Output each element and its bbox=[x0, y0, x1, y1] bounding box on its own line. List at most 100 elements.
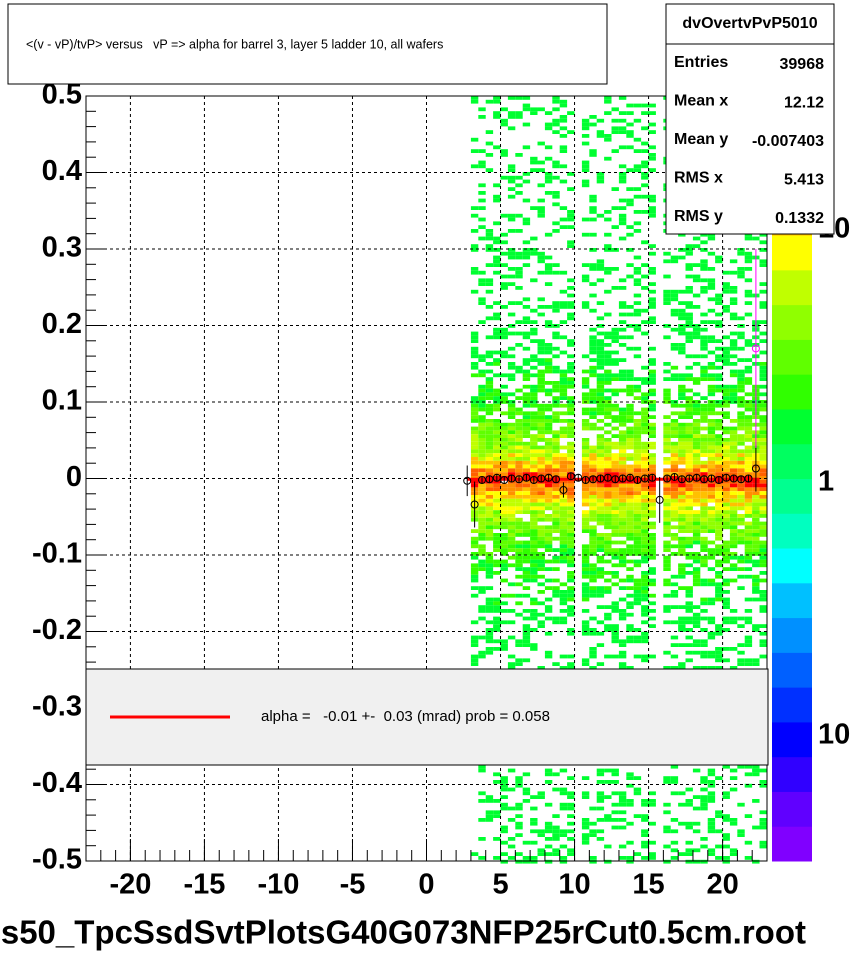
hist-cell bbox=[581, 118, 590, 123]
palette-cell bbox=[772, 478, 812, 514]
hist-cell bbox=[641, 521, 649, 526]
hist-cell bbox=[678, 392, 686, 397]
hist-cell bbox=[744, 552, 753, 556]
hist-cell bbox=[500, 787, 508, 792]
hist-cell bbox=[611, 628, 619, 632]
hist-cell bbox=[618, 612, 627, 617]
hist-cell bbox=[670, 544, 679, 549]
hist-cell bbox=[633, 654, 642, 659]
hist-cell bbox=[596, 806, 605, 811]
hist-cell bbox=[752, 506, 760, 511]
hist-cell bbox=[663, 251, 671, 256]
hist-cell bbox=[715, 514, 723, 518]
hist-cell bbox=[729, 472, 738, 476]
hist-cell bbox=[537, 533, 545, 537]
hist-cell bbox=[485, 457, 494, 461]
hist-cell bbox=[715, 438, 723, 442]
hist-cell bbox=[552, 495, 560, 499]
hist-cell bbox=[692, 821, 701, 826]
hist-cell bbox=[744, 339, 753, 343]
hist-cell bbox=[648, 346, 656, 351]
hist-cell bbox=[470, 529, 479, 533]
hist-cell bbox=[633, 597, 642, 602]
hist-cell bbox=[611, 327, 619, 332]
hist-cell bbox=[507, 521, 516, 526]
hist-cell bbox=[530, 555, 538, 560]
hist-cell bbox=[559, 464, 568, 469]
hist-cell bbox=[752, 540, 760, 545]
hist-cell bbox=[633, 582, 642, 587]
hist-cell bbox=[633, 137, 642, 142]
hist-cell bbox=[470, 434, 479, 438]
hist-cell bbox=[611, 818, 619, 822]
hist-cell bbox=[522, 616, 531, 621]
hist-cell bbox=[507, 438, 516, 442]
hist-cell bbox=[589, 396, 597, 400]
hist-cell bbox=[500, 643, 508, 647]
hist-cell bbox=[641, 620, 649, 625]
hist-cell bbox=[700, 616, 708, 621]
hist-cell bbox=[530, 464, 538, 469]
hist-cell bbox=[626, 495, 634, 499]
hist-cell bbox=[537, 305, 545, 309]
x-tick-label: 10 bbox=[558, 869, 590, 901]
hist-cell bbox=[678, 388, 686, 393]
hist-cell bbox=[552, 175, 560, 180]
hist-cell bbox=[626, 624, 634, 628]
hist-cell bbox=[522, 856, 531, 860]
hist-cell bbox=[544, 821, 553, 826]
hist-cell bbox=[596, 768, 605, 773]
hist-cell bbox=[507, 422, 516, 427]
hist-cell bbox=[478, 384, 486, 389]
hist-cell bbox=[707, 297, 716, 302]
hist-cell bbox=[722, 441, 730, 446]
hist-cell bbox=[581, 179, 590, 184]
hist-cell bbox=[559, 225, 568, 229]
hist-cell bbox=[707, 772, 716, 777]
hist-cell bbox=[685, 472, 693, 476]
y-tick-label: 0 bbox=[66, 461, 82, 493]
hist-cell bbox=[530, 457, 538, 461]
hist-cell bbox=[530, 859, 538, 864]
hist-cell bbox=[737, 426, 745, 431]
hist-cell bbox=[633, 639, 642, 644]
hist-cell bbox=[641, 263, 649, 267]
hist-cell bbox=[522, 548, 531, 552]
hist-cell bbox=[633, 510, 642, 514]
hist-cell bbox=[485, 426, 494, 431]
hist-cell bbox=[515, 612, 523, 617]
hist-cell bbox=[537, 445, 545, 450]
hist-cell bbox=[759, 821, 767, 826]
hist-cell bbox=[515, 780, 523, 784]
hist-cell bbox=[604, 111, 612, 115]
hist-cell bbox=[737, 274, 745, 279]
hist-cell bbox=[641, 415, 649, 419]
hist-cell bbox=[722, 308, 730, 313]
hist-cell bbox=[470, 213, 479, 218]
hist-cell bbox=[670, 460, 679, 465]
hist-cell bbox=[707, 780, 716, 784]
hist-cell bbox=[478, 415, 486, 419]
hist-cell bbox=[752, 559, 760, 564]
hist-cell bbox=[581, 419, 590, 423]
hist-cell bbox=[663, 525, 671, 530]
hist-cell bbox=[737, 460, 745, 465]
hist-cell bbox=[604, 506, 612, 511]
hist-cell bbox=[589, 453, 597, 457]
hist-cell bbox=[715, 468, 723, 473]
hist-cell bbox=[729, 533, 738, 537]
hist-cell bbox=[559, 506, 568, 511]
hist-cell bbox=[641, 411, 649, 416]
hist-cell bbox=[530, 415, 538, 419]
hist-cell bbox=[633, 559, 642, 564]
hist-cell bbox=[470, 289, 479, 294]
hist-cell bbox=[544, 495, 553, 499]
hist-cell bbox=[522, 434, 531, 438]
hist-cell bbox=[685, 407, 693, 412]
hist-cell bbox=[559, 593, 568, 598]
hist-cell bbox=[500, 282, 508, 286]
hist-cell bbox=[537, 141, 545, 146]
hist-cell bbox=[678, 643, 686, 647]
hist-cell bbox=[596, 498, 605, 503]
hist-cell bbox=[596, 468, 605, 473]
